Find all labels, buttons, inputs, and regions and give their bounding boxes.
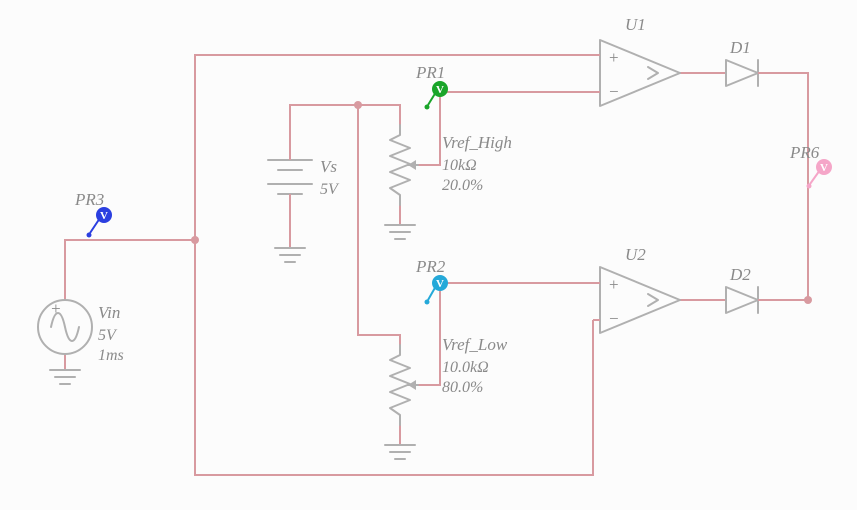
vs-value: 5V [320, 181, 340, 198]
vref-low-name: Vref_Low [442, 335, 508, 354]
u2-opamp[interactable]: + − U2 [593, 245, 680, 333]
vref-high-name: Vref_High [442, 133, 512, 152]
vref-high-pot[interactable]: Vref_High 10kΩ 20.0% [390, 125, 512, 205]
svg-text:+: + [50, 299, 61, 318]
gnd-vs [275, 248, 305, 262]
vin-period: 1ms [98, 347, 124, 364]
probe-pr1[interactable]: PR1 V [415, 63, 448, 110]
schematic-canvas: + Vin 5V 1ms Vs 5V Vref_High 10kΩ 20.0% [0, 0, 857, 510]
pr3-label: PR3 [74, 190, 104, 209]
gnd-vrefh [385, 225, 415, 239]
svg-text:−: − [609, 309, 619, 328]
u2-name: U2 [625, 245, 646, 264]
d2-name: D2 [729, 265, 751, 284]
vs-name: Vs [320, 157, 337, 176]
svg-text:+: + [609, 275, 619, 294]
svg-text:V: V [100, 210, 108, 222]
d2-diode[interactable]: D2 [726, 265, 770, 313]
u1-opamp[interactable]: + − U1 [593, 15, 680, 106]
vref-low-wiper: 80.0% [442, 379, 483, 396]
node [191, 236, 199, 244]
probe-pr2[interactable]: PR2 V [415, 257, 448, 305]
d1-name: D1 [729, 38, 751, 57]
pr2-label: PR2 [415, 257, 446, 276]
probe-pr6[interactable]: PR6 V [789, 143, 832, 189]
vref-high-res: 10kΩ [442, 157, 477, 174]
svg-text:−: − [609, 82, 619, 101]
d1-diode[interactable]: D1 [726, 38, 770, 86]
gnd-vrefl [385, 445, 415, 459]
probe-pr3[interactable]: PR3 V [74, 190, 112, 238]
vref-low-res: 10.0kΩ [442, 359, 489, 376]
pr6-label: PR6 [789, 143, 820, 162]
vref-high-wiper: 20.0% [442, 177, 483, 194]
vin-name: Vin [98, 303, 120, 322]
svg-text:V: V [436, 278, 444, 290]
node [354, 101, 362, 109]
vin-amplitude: 5V [98, 327, 118, 344]
u1-name: U1 [625, 15, 646, 34]
vref-low-pot[interactable]: Vref_Low 10.0kΩ 80.0% [390, 335, 508, 425]
vin-source[interactable]: + Vin 5V 1ms [38, 299, 124, 364]
gnd-vin [50, 370, 80, 384]
vs-battery[interactable]: Vs 5V [268, 150, 340, 204]
svg-text:V: V [820, 162, 828, 174]
node [804, 296, 812, 304]
pr1-label: PR1 [415, 63, 445, 82]
svg-text:+: + [609, 48, 619, 67]
svg-text:V: V [436, 84, 444, 96]
